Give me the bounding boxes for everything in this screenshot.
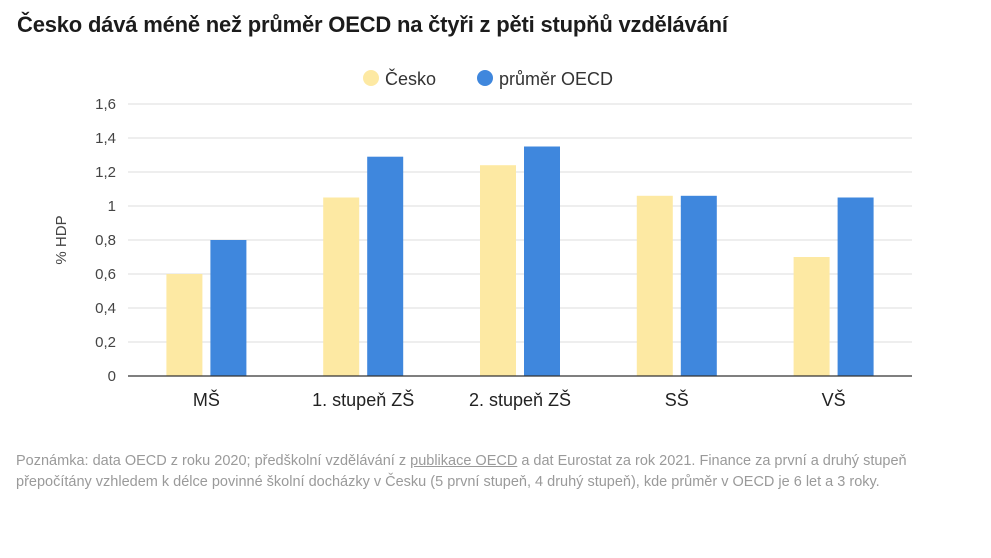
y-tick-label: 0,8	[95, 232, 116, 249]
legend-label: Česko	[385, 68, 436, 89]
bar	[323, 197, 360, 376]
x-tick-label: 1. stupeň ZŠ	[312, 389, 414, 410]
footnote: Poznámka: data OECD z roku 2020; předško…	[16, 451, 966, 493]
chart-title: Česko dává méně než průměr OECD na čtyři…	[17, 12, 728, 37]
x-tick-label: 2. stupeň ZŠ	[469, 389, 571, 410]
footnote-link-publikace-oecd[interactable]: publikace OECD	[410, 453, 518, 469]
legend-label: průměr OECD	[499, 69, 613, 89]
y-tick-label: 0	[108, 368, 116, 385]
y-tick-label: 0,4	[95, 300, 116, 317]
y-tick-label: 1,2	[95, 164, 116, 181]
x-tick-label: MŠ	[193, 389, 220, 410]
legend-marker	[477, 70, 493, 86]
bar-chart: Česko průměr OECD 0 0,2 0,4 0,6 0,8 1 1,2 1,4 1,6…	[53, 68, 912, 410]
y-tick-label: 0,6	[95, 266, 116, 283]
footnote-text-end: a dat Eurostat za rok 2021. Finance za p…	[16, 453, 907, 490]
bar	[166, 274, 203, 376]
bar	[680, 195, 717, 376]
bars	[166, 146, 874, 376]
bar	[793, 257, 830, 376]
bar	[367, 156, 404, 376]
y-tick-label: 1,4	[95, 130, 116, 147]
bar	[210, 240, 247, 376]
y-tick-label: 1,6	[95, 96, 116, 113]
x-tick-label: SŠ	[665, 389, 689, 410]
x-axis-ticks: MŠ 1. stupeň ZŠ 2. stupeň ZŠ SŠ VŠ	[193, 389, 846, 410]
bar	[480, 165, 516, 376]
footnote-text-start: Poznámka: data OECD z roku 2020; předško…	[16, 453, 411, 469]
bar	[524, 146, 560, 376]
legend: Česko průměr OECD	[363, 68, 613, 89]
legend-marker	[363, 70, 379, 86]
x-tick-label: VŠ	[822, 389, 846, 410]
bar	[636, 195, 673, 376]
y-tick-label: 1	[108, 198, 116, 215]
y-axis-label: % HDP	[53, 215, 70, 264]
y-tick-label: 0,2	[95, 334, 116, 351]
y-axis-ticks: 0 0,2 0,4 0,6 0,8 1 1,2 1,4 1,6	[95, 96, 116, 385]
gridlines	[128, 103, 912, 343]
bar	[837, 197, 874, 376]
